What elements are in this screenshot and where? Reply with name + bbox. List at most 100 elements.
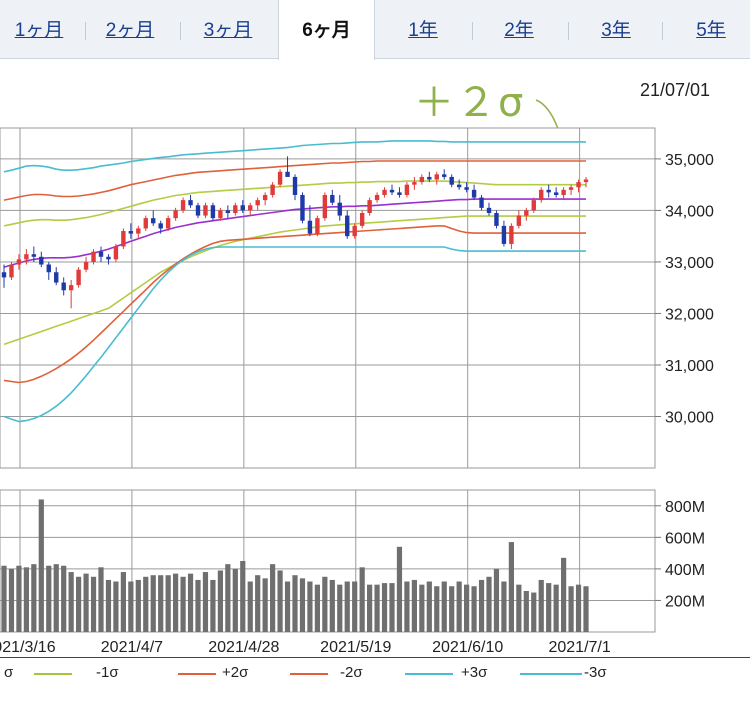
candle-body: [300, 194, 305, 221]
candle: [486, 202, 492, 216]
candle: [374, 192, 380, 203]
candle-body: [91, 251, 96, 262]
volume-bar: [553, 584, 559, 632]
candle-body: [419, 176, 425, 183]
volume-tick-label: 600M: [665, 530, 705, 547]
candle: [136, 225, 141, 239]
candle: [61, 277, 66, 296]
price-tick-label: 33,000: [665, 255, 714, 272]
tab-2-years[interactable]: 2年: [504, 20, 534, 41]
volume-bar: [217, 570, 223, 632]
legend-label: -2σ: [340, 664, 363, 681]
candle: [188, 194, 193, 208]
candle-body: [427, 176, 432, 180]
plus2-sigma-line: [3, 160, 586, 201]
date-tick-label: 2021/4/7: [101, 639, 163, 656]
candle-body: [568, 187, 574, 190]
volume-bar: [344, 581, 350, 632]
tab-1-month[interactable]: 1ヶ月: [14, 20, 64, 41]
candle: [195, 202, 201, 219]
volume-bar: [8, 568, 15, 632]
candle-body: [128, 231, 134, 234]
volume-bar: [202, 572, 209, 632]
legend-swatch: [34, 673, 72, 675]
candle-body: [322, 194, 328, 219]
volume-bar: [53, 564, 59, 632]
plus-2-sigma-annotation: ＋２σ: [414, 80, 526, 126]
candle-body: [54, 272, 59, 283]
candle-body: [16, 259, 22, 265]
candle-body: [68, 285, 74, 291]
candle-body: [524, 210, 529, 216]
volume-tick-label: 400M: [665, 562, 705, 579]
volume-bar: [389, 583, 395, 632]
candle-body: [486, 207, 492, 213]
candle: [24, 249, 29, 265]
volume-bar: [232, 568, 238, 632]
price-y-axis: 30,000 31,000 32,000 33,000 34,000 35,000: [655, 152, 714, 426]
candle: [203, 202, 208, 219]
candle: [345, 210, 350, 239]
candle: [240, 200, 245, 213]
volume-bar: [359, 567, 365, 632]
volume-bar: [262, 578, 268, 632]
candle-body: [1, 272, 7, 278]
candle-body: [531, 200, 536, 211]
candle: [210, 202, 216, 221]
candle: [546, 184, 551, 198]
volume-bar: [128, 581, 134, 632]
candle-body: [516, 215, 522, 226]
candle-body: [277, 171, 283, 185]
candle: [151, 210, 156, 226]
candle-body: [165, 218, 171, 229]
candle-body: [449, 176, 454, 185]
candle: [76, 267, 81, 288]
candle: [516, 210, 522, 229]
tab-2-months[interactable]: 2ヶ月: [105, 20, 155, 41]
candle: [553, 187, 559, 198]
volume-bar: [381, 583, 388, 632]
candle-body: [352, 225, 357, 237]
volume-bar: [568, 586, 574, 632]
volume-bar: [120, 572, 126, 632]
volume-bar: [247, 581, 253, 632]
legend-label: +3σ: [461, 664, 488, 681]
candle: [300, 192, 305, 224]
candle: [83, 256, 89, 273]
candle-body: [374, 194, 380, 201]
volume-bar: [404, 581, 410, 632]
volume-bar: [449, 586, 455, 632]
candle: [322, 192, 328, 221]
candle: [330, 189, 335, 206]
volume-bar: [396, 546, 403, 632]
volume-bar: [575, 584, 582, 632]
volume-bar: [374, 584, 380, 632]
candle: [307, 205, 313, 237]
price-tick-label: 34,000: [665, 203, 714, 220]
tab-separator: [568, 22, 569, 40]
candle: [285, 156, 290, 177]
candle-body: [121, 231, 126, 247]
candle: [68, 279, 74, 309]
volume-bar: [135, 579, 141, 632]
tab-3-months[interactable]: 3ヶ月: [203, 20, 253, 41]
candle-body: [240, 205, 245, 211]
volume-bar: [98, 567, 104, 632]
tab-5-years[interactable]: 5年: [696, 20, 726, 41]
volume-bar: [352, 581, 358, 632]
candle: [464, 182, 469, 193]
candle: [352, 223, 357, 239]
tab-3-years[interactable]: 3年: [601, 20, 631, 41]
volume-bar: [270, 564, 276, 632]
volume-bar: [493, 568, 500, 632]
volume-bar: [90, 576, 97, 632]
candle-body: [9, 264, 14, 278]
tab-6-months[interactable]: 6ヶ月: [278, 0, 375, 60]
bollinger-bands: [3, 140, 586, 423]
volume-bar: [180, 576, 186, 632]
candle: [121, 228, 126, 250]
candle-body: [292, 176, 298, 195]
legend: σ -1σ +2σ -2σ +3σ -3σ: [0, 662, 750, 686]
volume-tick-label: 200M: [665, 593, 705, 610]
tab-1-year[interactable]: 1年: [408, 20, 438, 41]
